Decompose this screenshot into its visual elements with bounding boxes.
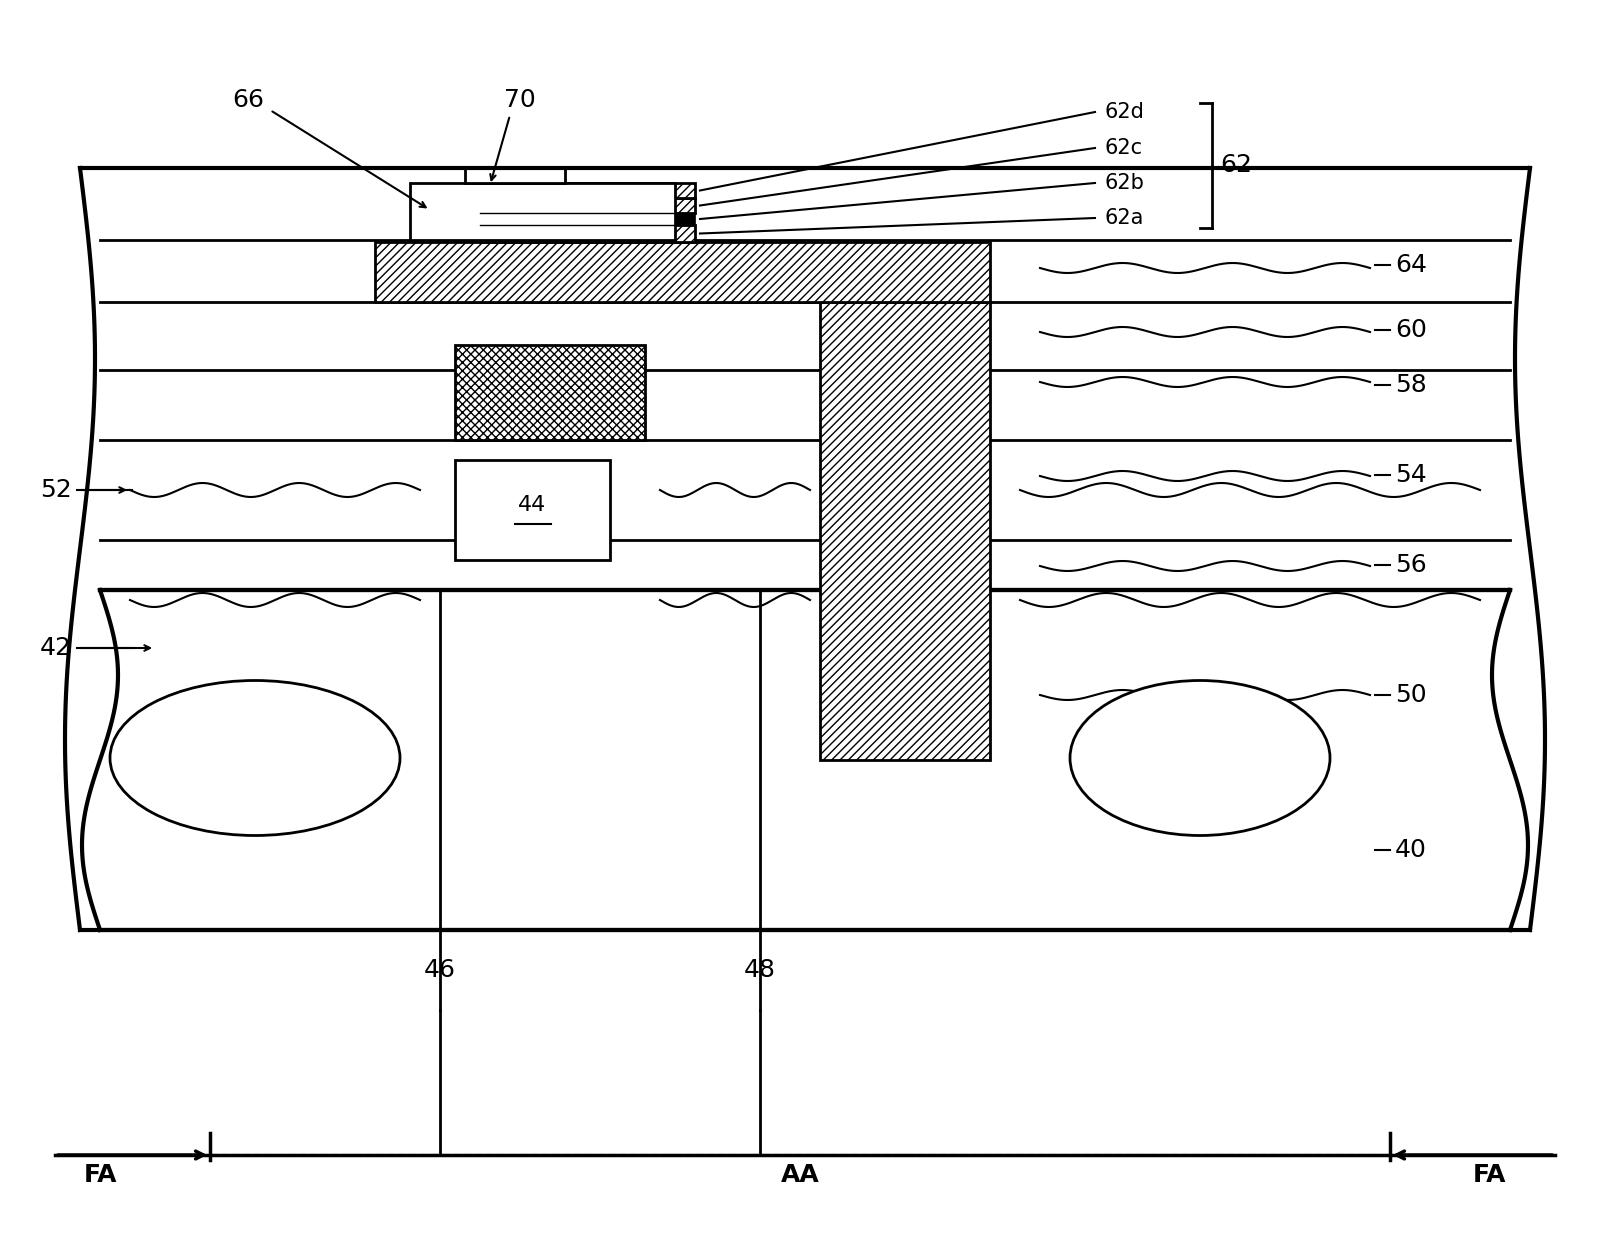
Bar [100,590,1509,929]
Bar [479,198,695,213]
Text: 64: 64 [1395,253,1427,276]
Text: 46: 46 [425,958,455,982]
Text: FA: FA [1474,1163,1506,1187]
Bar [80,168,1530,929]
Text: 62d: 62d [1105,103,1146,123]
Text: 62: 62 [1220,153,1252,176]
Bar [465,168,565,183]
Bar [375,241,990,301]
Text: 52: 52 [40,478,72,502]
Text: 42: 42 [40,636,72,661]
Text: 40: 40 [1395,838,1427,862]
Bar [455,345,645,440]
Text: 70: 70 [504,88,536,113]
Text: 50: 50 [1395,683,1427,707]
Text: 62c: 62c [1105,138,1142,158]
Text: 60: 60 [1395,318,1427,342]
Bar [410,183,676,240]
Bar [455,460,610,560]
Text: 62b: 62b [1105,173,1146,193]
Bar [821,301,990,761]
Text: AA: AA [780,1163,819,1187]
Text: 62a: 62a [1105,208,1144,228]
Ellipse shape [109,681,401,836]
Text: 48: 48 [743,958,776,982]
Bar [479,183,695,198]
Text: 56: 56 [1395,553,1427,577]
Bar [479,213,695,225]
Text: 44: 44 [518,495,547,515]
Ellipse shape [1070,681,1331,836]
Text: 66: 66 [232,88,264,113]
Text: 54: 54 [1395,463,1427,487]
Text: 58: 58 [1395,373,1427,397]
Bar [479,225,695,241]
Text: FA: FA [84,1163,117,1187]
